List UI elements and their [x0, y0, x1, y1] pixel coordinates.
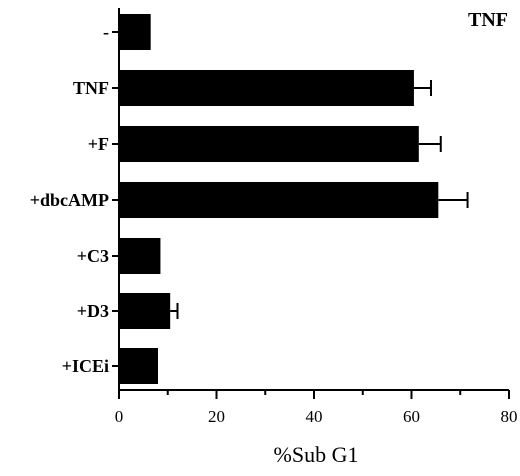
category-label-5: +D3: [77, 301, 109, 321]
x-axis-title: %Sub G1: [274, 442, 359, 467]
category-label-2: +F: [88, 134, 109, 154]
bar-0: [119, 14, 151, 50]
chart-title: TNF: [468, 9, 508, 31]
bar-3: [119, 182, 439, 218]
bar-4: [119, 238, 161, 274]
error-bars-layer: [170, 80, 469, 319]
category-label-6: +ICEi: [62, 356, 109, 376]
x-tick-label-3: 60: [403, 407, 420, 426]
bar-6: [119, 348, 158, 384]
x-tick-label-4: 80: [501, 407, 518, 426]
x-tick-label-1: 20: [208, 407, 225, 426]
x-tick-label-0: 0: [115, 407, 124, 426]
bar-5: [119, 293, 171, 329]
category-label-0: -: [103, 22, 109, 42]
category-label-1: TNF: [73, 78, 109, 98]
category-label-4: +C3: [77, 246, 109, 266]
bar-2: [119, 126, 419, 162]
bars-layer: [119, 14, 439, 384]
bar-1: [119, 70, 414, 106]
axes-layer: - TNF +F +dbcAMP +C3 +D3 +ICEi 0 20 40 60 80: [30, 8, 518, 426]
category-label-3: +dbcAMP: [30, 190, 109, 210]
x-tick-label-2: 40: [306, 407, 323, 426]
